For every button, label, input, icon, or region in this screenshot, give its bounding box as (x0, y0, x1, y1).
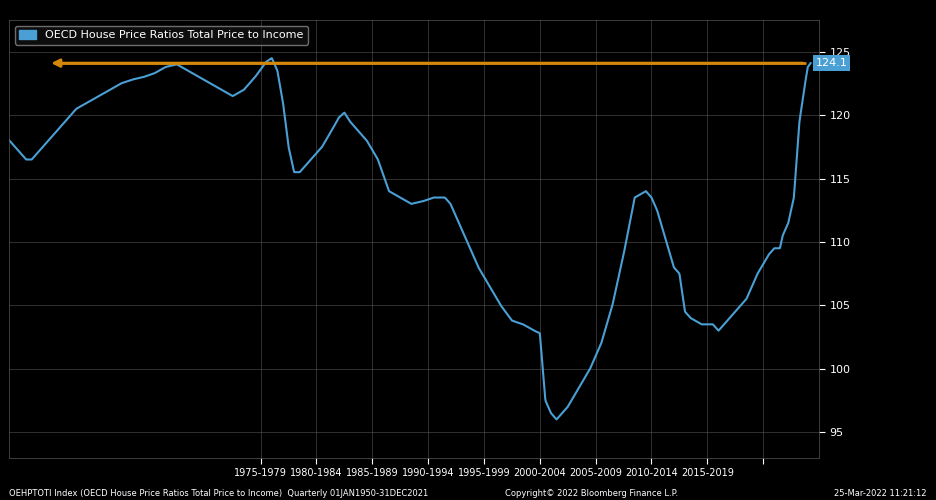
Legend: OECD House Price Ratios Total Price to Income: OECD House Price Ratios Total Price to I… (15, 26, 308, 44)
Text: 124.1: 124.1 (815, 58, 847, 68)
Text: OEHPTOTI Index (OECD House Price Ratios Total Price to Income)  Quarterly 01JAN1: OEHPTOTI Index (OECD House Price Ratios … (9, 488, 429, 498)
Text: Copyright© 2022 Bloomberg Finance L.P.: Copyright© 2022 Bloomberg Finance L.P. (505, 488, 679, 498)
Text: 25-Mar-2022 11:21:12: 25-Mar-2022 11:21:12 (834, 488, 927, 498)
